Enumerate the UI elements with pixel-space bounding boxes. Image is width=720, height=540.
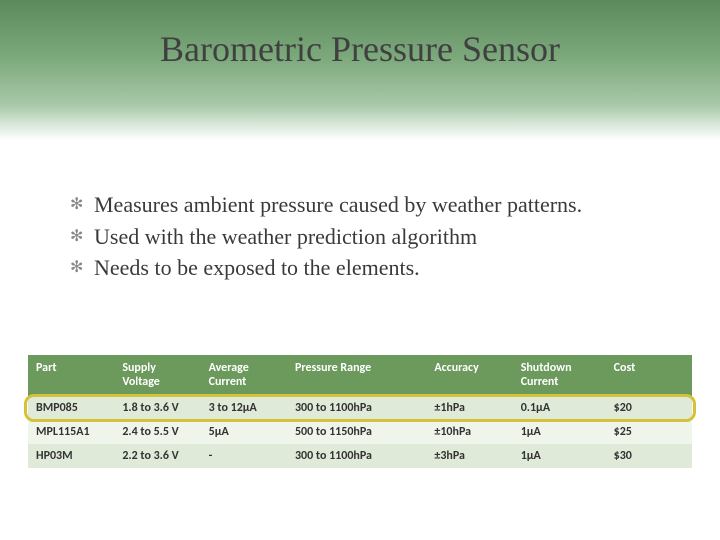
cell: 300 to 1100hPa xyxy=(287,444,426,468)
col-header: Supply Voltage xyxy=(114,355,200,396)
comparison-table: Part Supply Voltage Average Current Pres… xyxy=(28,355,692,468)
cell: 500 to 1150hPa xyxy=(287,420,426,444)
cell: ±1hPa xyxy=(426,396,512,420)
cell: 1.8 to 3.6 V xyxy=(114,396,200,420)
col-header: Average Current xyxy=(201,355,287,396)
cell: ±3hPa xyxy=(426,444,512,468)
cell: 2.2 to 3.6 V xyxy=(114,444,200,468)
col-header: Shutdown Current xyxy=(513,355,606,396)
cell: 1µA xyxy=(513,420,606,444)
cell: 5µA xyxy=(201,420,287,444)
page-title: Barometric Pressure Sensor xyxy=(0,28,720,70)
table-header-row: Part Supply Voltage Average Current Pres… xyxy=(28,355,692,396)
col-header: Accuracy xyxy=(426,355,512,396)
cell: 3 to 12µA xyxy=(201,396,287,420)
cell: ±10hPa xyxy=(426,420,512,444)
cell: 0.1µA xyxy=(513,396,606,420)
cell: 1µA xyxy=(513,444,606,468)
cell: $30 xyxy=(606,444,692,468)
content-area: Measures ambient pressure caused by weat… xyxy=(0,140,720,283)
col-header: Pressure Range xyxy=(287,355,426,396)
bullet-item: Used with the weather prediction algorit… xyxy=(70,222,650,252)
table-row: BMP085 1.8 to 3.6 V 3 to 12µA 300 to 110… xyxy=(28,396,692,420)
cell: MPL115A1 xyxy=(28,420,114,444)
cell: $25 xyxy=(606,420,692,444)
bullet-item: Needs to be exposed to the elements. xyxy=(70,253,650,283)
col-header: Cost xyxy=(606,355,692,396)
comparison-table-wrap: Part Supply Voltage Average Current Pres… xyxy=(28,355,692,468)
bullet-item: Measures ambient pressure caused by weat… xyxy=(70,190,650,220)
slide: Barometric Pressure Sensor Measures ambi… xyxy=(0,0,720,540)
cell: - xyxy=(201,444,287,468)
cell: 2.4 to 5.5 V xyxy=(114,420,200,444)
table-row: MPL115A1 2.4 to 5.5 V 5µA 500 to 1150hPa… xyxy=(28,420,692,444)
table-row: HP03M 2.2 to 3.6 V - 300 to 1100hPa ±3hP… xyxy=(28,444,692,468)
header-band: Barometric Pressure Sensor xyxy=(0,0,720,140)
col-header: Part xyxy=(28,355,114,396)
cell: HP03M xyxy=(28,444,114,468)
cell: $20 xyxy=(606,396,692,420)
cell: 300 to 1100hPa xyxy=(287,396,426,420)
bullet-list: Measures ambient pressure caused by weat… xyxy=(70,190,650,283)
cell: BMP085 xyxy=(28,396,114,420)
